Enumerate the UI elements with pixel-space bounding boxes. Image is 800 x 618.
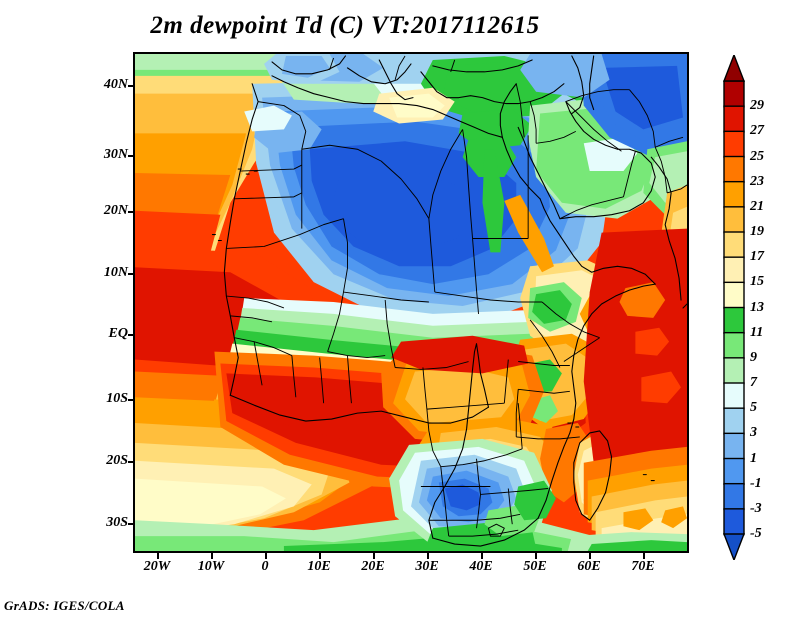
x-tick-label: 10E (307, 559, 331, 574)
colorbar-tick-label: 1 (750, 450, 757, 466)
y-tick-mark (128, 211, 134, 213)
y-tick-label: 10S (106, 391, 128, 406)
x-tick-label: 30E (415, 559, 439, 574)
y-tick-label: 20S (106, 453, 128, 468)
colorbar-tick-label: 27 (750, 123, 764, 139)
y-tick-mark (128, 155, 134, 157)
y-tick-label: 40N (103, 77, 128, 92)
colorbar-tick-label: 15 (750, 274, 764, 290)
x-tick-mark (481, 553, 483, 559)
x-tick-label: 60E (577, 559, 601, 574)
colorbar-tick-label: -3 (750, 500, 762, 516)
colorbar-tick-label: 9 (750, 349, 757, 365)
y-tick-mark (128, 273, 134, 275)
colorbar-tick-label: 19 (750, 224, 764, 239)
y-tick-label: 20N (103, 203, 128, 218)
x-tick-label: 20E (361, 559, 385, 574)
credit-text: GrADS: IGES/COLA (4, 598, 125, 613)
y-tick-label: 30S (106, 515, 128, 530)
y-tick-label: EQ (108, 326, 128, 341)
page-title: 2m dewpoint Td (C) VT:2017112615 (150, 12, 540, 39)
x-tick-mark (589, 553, 591, 559)
y-tick-label: 30N (103, 147, 128, 162)
map-plot-area (133, 52, 689, 553)
colorbar-tick-label: 7 (750, 375, 757, 390)
x-tick-mark (211, 553, 213, 559)
colorbar-swatches (722, 55, 746, 560)
x-tick-label: 40E (469, 559, 493, 574)
x-tick-mark (373, 553, 375, 559)
x-tick-label: 20W (143, 559, 171, 574)
dewpoint-heatmap (135, 54, 687, 551)
y-axis: 40N 30N 20N 10N EQ 10S 20S 30S (78, 0, 128, 618)
colorbar-tick-label: 25 (750, 148, 764, 164)
y-tick-label: 10N (103, 265, 128, 280)
x-tick-label: 10W (197, 559, 225, 574)
colorbar-tick-label: 13 (750, 299, 764, 315)
x-tick-mark (319, 553, 321, 559)
colorbar-tick-label: 3 (750, 425, 757, 441)
y-tick-mark (128, 85, 134, 87)
colorbar-tick-label: 29 (750, 98, 764, 114)
colorbar-tick-label: -1 (750, 475, 762, 491)
colorbar-tick-label: 17 (750, 249, 764, 265)
x-axis: 20W 10W 0 10E 20E 30E 40E 50E 60E 70E (0, 559, 800, 583)
x-tick-mark (643, 553, 645, 559)
y-tick-mark (128, 399, 134, 401)
colorbar: 29 27 25 23 21 19 17 15 13 11 9 7 5 3 1 -1 -3 -5 (712, 55, 800, 560)
colorbar-tick-label: 21 (750, 198, 764, 214)
x-tick-label: 70E (631, 559, 655, 574)
x-tick-label: 50E (523, 559, 547, 574)
x-tick-mark (157, 553, 159, 559)
x-tick-mark (535, 553, 537, 559)
x-tick-label: 0 (261, 559, 269, 574)
colorbar-tick-label: 5 (750, 400, 757, 416)
colorbar-tick-label: 23 (750, 173, 764, 189)
y-tick-mark (128, 334, 134, 336)
y-tick-mark (128, 523, 134, 525)
y-tick-mark (128, 461, 134, 463)
x-tick-mark (265, 553, 267, 559)
x-tick-mark (427, 553, 429, 559)
colorbar-tick-label: -5 (750, 526, 762, 541)
colorbar-tick-label: 11 (750, 324, 764, 340)
